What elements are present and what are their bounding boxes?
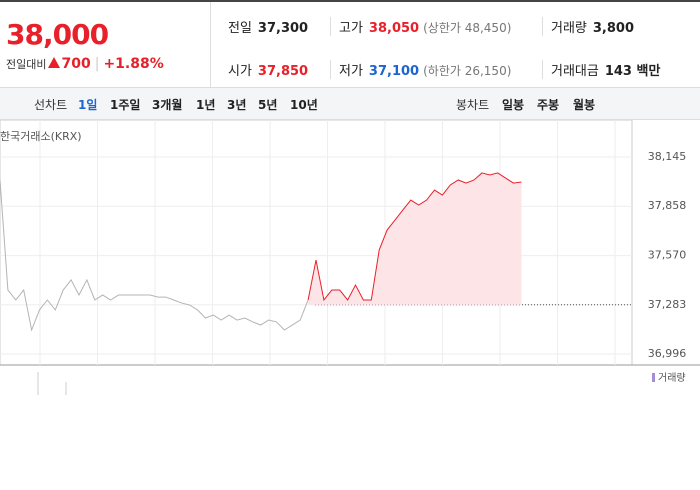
info-item: 고가 38,050 (상한가 48,450) xyxy=(330,17,511,36)
tab[interactable]: 1주일 xyxy=(110,98,141,112)
change: 전일대비 700 | +1.88% xyxy=(6,56,164,72)
info-value: 37,100 xyxy=(368,64,420,79)
info-item: 거래량 3,800 xyxy=(542,17,634,36)
info-note: (하한가 26,150) xyxy=(423,64,512,78)
info-label: 거래대금 xyxy=(551,64,599,79)
tab[interactable]: 3개월 xyxy=(152,98,183,112)
tab[interactable]: 주봉 xyxy=(537,98,560,112)
change-value: 700 xyxy=(61,56,91,72)
info-label: 거래량 xyxy=(551,21,587,36)
y-tick-label: 37,858 xyxy=(648,199,687,212)
price-line xyxy=(0,179,309,332)
price-box: 38,000 전일대비 700 | +1.88% xyxy=(0,2,211,88)
up-arrow xyxy=(48,57,61,68)
tab[interactable]: 5년 xyxy=(258,98,278,112)
y-tick-label: 38,145 xyxy=(648,150,687,163)
volume-legend: 거래량 xyxy=(658,372,686,384)
info-value: 37,850 xyxy=(257,64,309,79)
volume-legend-swatch xyxy=(652,373,655,382)
tab[interactable]: 10년 xyxy=(290,98,318,112)
area xyxy=(308,172,522,305)
tab[interactable]: 1년 xyxy=(196,98,216,112)
info-label: 시가 xyxy=(228,64,252,79)
tab[interactable]: 월봉 xyxy=(573,98,596,112)
info-item: 거래대금 143 백만 xyxy=(542,60,660,79)
source: 한국거래소(KRX) xyxy=(0,130,82,143)
info-item: 전일 37,300 xyxy=(228,17,308,36)
price: 38,000 xyxy=(6,18,109,51)
info-item: 저가 37,100 (하한가 26,150) xyxy=(330,60,511,79)
change-label: 전일대비 xyxy=(6,58,47,71)
info-value: 38,050 xyxy=(368,21,420,36)
info-label: 저가 xyxy=(339,64,363,79)
price-line xyxy=(307,172,522,302)
y-tick-label: 36,996 xyxy=(648,347,687,360)
change-pct: +1.88% xyxy=(103,56,164,72)
info-label: 전일 xyxy=(228,21,252,36)
y-tick-label: 37,283 xyxy=(648,298,687,311)
tab-bar: 선차트 봉차트 1일 1주일 3개월 1년 3년 5년 10년 일봉 주봉 월봉 xyxy=(0,88,700,120)
info-value: 3,800 xyxy=(592,21,635,36)
tab[interactable]: 3년 xyxy=(227,98,247,112)
tab-group-label: 선차트 xyxy=(34,98,68,112)
info-item: 시가 37,850 xyxy=(228,60,308,79)
info-value: 37,300 xyxy=(257,21,309,36)
info-label: 고가 xyxy=(339,21,363,36)
summary: 38,000 전일대비 700 | +1.88% 전일 37,300 고가 38,050(… xyxy=(0,0,700,88)
info-note: (상한가 48,450) xyxy=(423,21,512,35)
tab-group-label: 봉차트 xyxy=(456,98,490,112)
info-value: 143 백만 xyxy=(604,64,661,79)
chart: 한국거래소(KRX) 거래량 36,996 37,283 37,570 37,858 3… xyxy=(0,120,700,395)
y-tick-label: 37,570 xyxy=(648,249,687,262)
tab[interactable]: 일봉 xyxy=(502,98,525,112)
tab[interactable]: 1일 xyxy=(78,98,98,112)
